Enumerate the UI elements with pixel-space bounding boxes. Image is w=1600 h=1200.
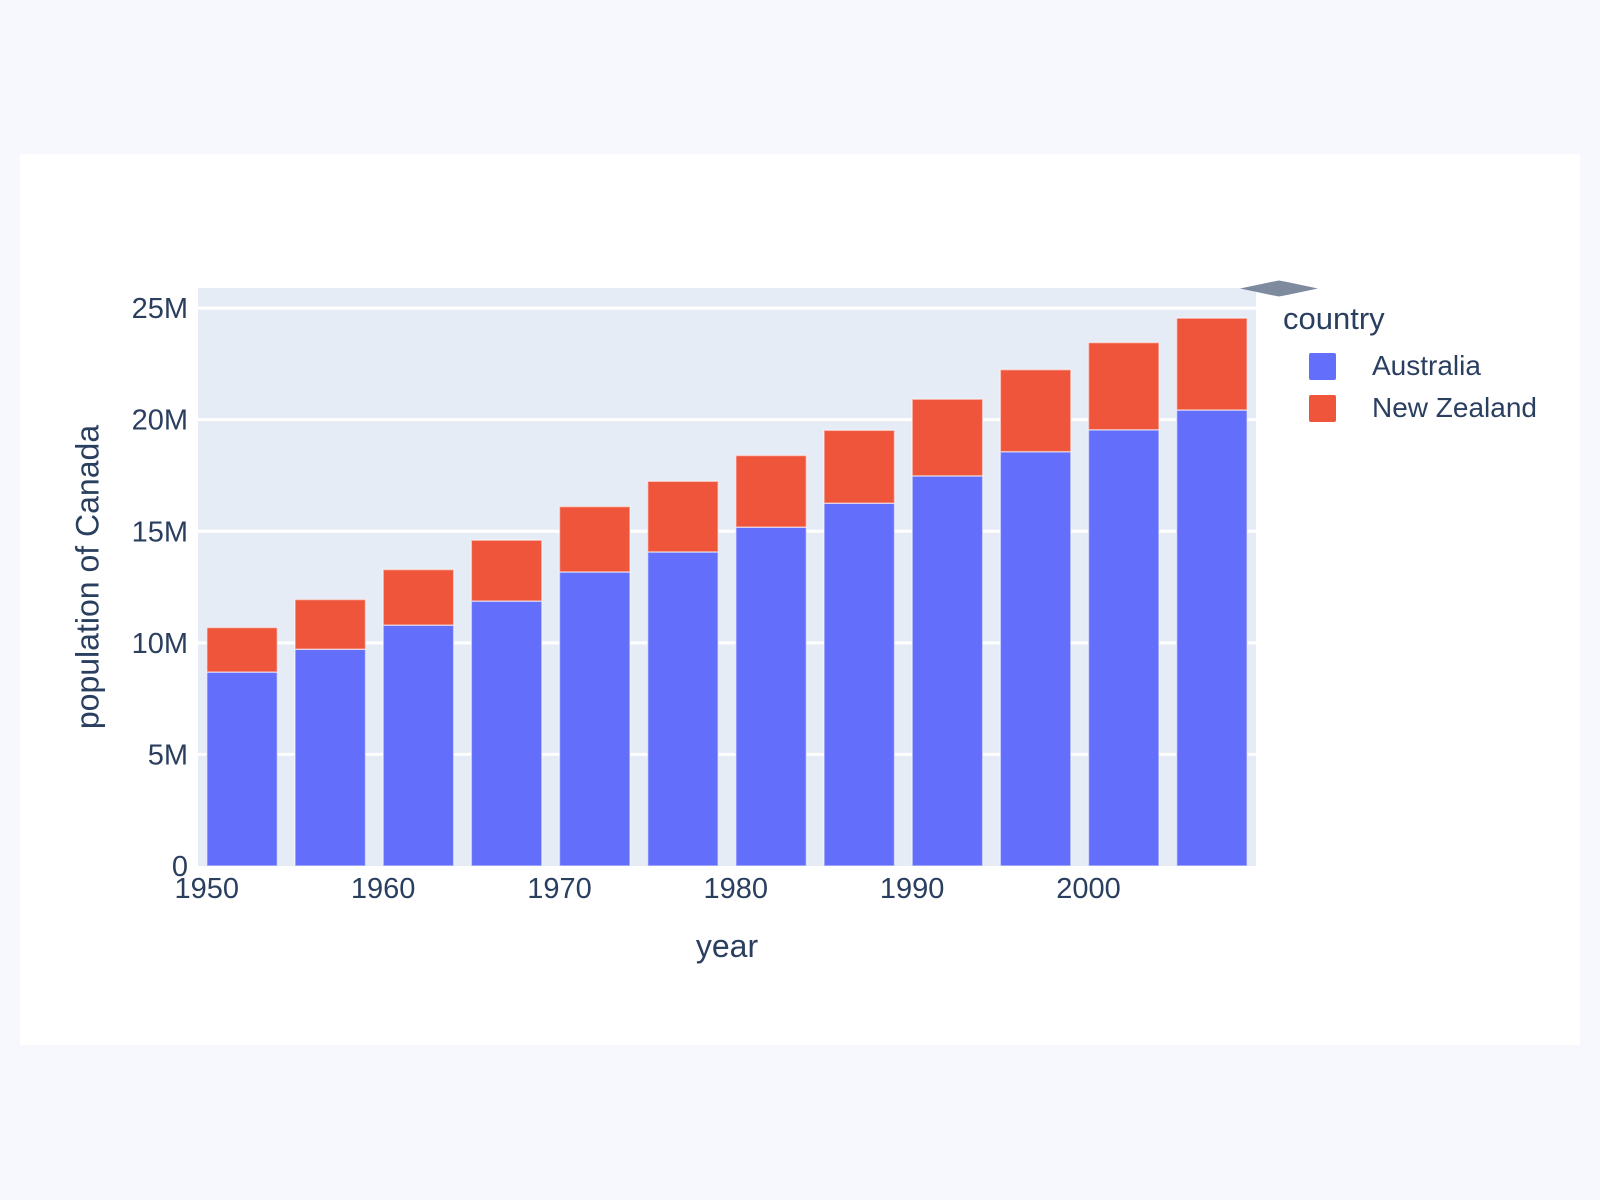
y-axis-tick-label-5M: 5M: [148, 739, 188, 771]
y-axis-tick-label-0: 0: [172, 851, 188, 883]
bar-segment-new-zealand-1967[interactable]: [470, 539, 543, 602]
bar-segment-australia-1987[interactable]: [823, 502, 896, 867]
bar-segment-australia-1957[interactable]: [294, 648, 367, 867]
x-axis-tick-label-1950: 1950: [175, 873, 240, 905]
legend-items: Australia New Zealand: [1283, 345, 1537, 429]
bar-segment-new-zealand-1997[interactable]: [999, 368, 1072, 453]
legend-swatch-australia[interactable]: [1309, 352, 1336, 380]
y-axis-tick-label-10M: 10M: [132, 628, 188, 660]
y-axis-tick-label-20M: 20M: [132, 405, 188, 437]
bar-segment-new-zealand-2007[interactable]: [1175, 317, 1248, 411]
x-axis-tick-label-1960: 1960: [351, 873, 416, 905]
bar-segment-australia-1967[interactable]: [470, 600, 543, 867]
bar-segment-new-zealand-1982[interactable]: [735, 454, 808, 528]
bar-segment-new-zealand-1952[interactable]: [206, 626, 279, 673]
plot-area: [198, 288, 1256, 866]
x-axis-title: year: [695, 928, 759, 964]
bar-segment-australia-1972[interactable]: [558, 571, 631, 867]
bar-segment-australia-1962[interactable]: [382, 624, 455, 867]
double-arrow-icon[interactable]: [1240, 280, 1318, 297]
legend-item-australia[interactable]: Australia: [1309, 345, 1537, 387]
bar-segment-new-zealand-1972[interactable]: [558, 505, 631, 573]
legend-label-australia: Australia: [1372, 350, 1481, 381]
legend-item-new-zealand[interactable]: New Zealand: [1309, 387, 1537, 429]
bar-segment-new-zealand-1977[interactable]: [646, 480, 719, 553]
legend: country Australia New Zealand: [1283, 300, 1537, 429]
bar-segment-australia-1952[interactable]: [206, 671, 279, 867]
x-axis-tick-label-2000: 2000: [1056, 873, 1121, 905]
bar-segment-new-zealand-1992[interactable]: [911, 398, 984, 477]
legend-title: country: [1283, 301, 1385, 336]
y-axis-tick-label-15M: 15M: [132, 516, 188, 548]
bar-segment-australia-2002[interactable]: [1087, 429, 1160, 867]
legend-swatch-new-zealand[interactable]: [1309, 394, 1336, 422]
x-axis-tick-label-1980: 1980: [704, 873, 769, 905]
legend-label-new-zealand: New Zealand: [1372, 392, 1537, 423]
x-axis-tick-label-1990: 1990: [880, 873, 945, 905]
x-axis-tick-label-1970: 1970: [527, 873, 592, 905]
bar-segment-new-zealand-1957[interactable]: [294, 598, 367, 650]
bar-segment-new-zealand-1962[interactable]: [382, 568, 455, 626]
bar-segment-australia-1997[interactable]: [999, 450, 1072, 867]
y-axis-title: population of Canada: [69, 424, 106, 730]
bar-segment-new-zealand-2002[interactable]: [1087, 341, 1160, 431]
modebar-toggle-icon[interactable]: [1240, 280, 1318, 297]
y-axis-tick-label-25M: 25M: [132, 293, 188, 325]
bar-segment-australia-1982[interactable]: [735, 526, 808, 867]
bar-segment-australia-1977[interactable]: [646, 551, 719, 867]
bar-segment-australia-2007[interactable]: [1175, 409, 1248, 867]
bar-segment-new-zealand-1987[interactable]: [823, 429, 896, 504]
bar-segment-australia-1992[interactable]: [911, 475, 984, 867]
